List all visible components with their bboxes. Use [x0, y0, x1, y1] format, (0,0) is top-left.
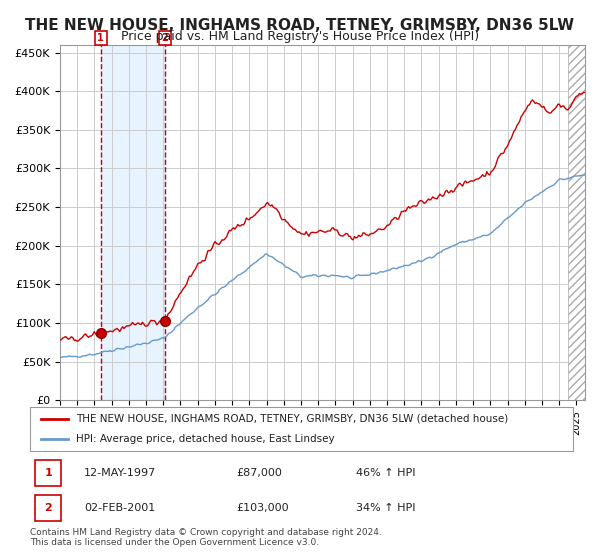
- Text: THE NEW HOUSE, INGHAMS ROAD, TETNEY, GRIMSBY, DN36 5LW: THE NEW HOUSE, INGHAMS ROAD, TETNEY, GRI…: [25, 18, 575, 33]
- Text: 1: 1: [44, 468, 52, 478]
- Text: 2: 2: [161, 33, 168, 43]
- Bar: [568, 45, 585, 400]
- Text: Contains HM Land Registry data © Crown copyright and database right 2024.
This d: Contains HM Land Registry data © Crown c…: [30, 528, 382, 547]
- Text: Price paid vs. HM Land Registry's House Price Index (HPI): Price paid vs. HM Land Registry's House …: [121, 30, 479, 43]
- Text: THE NEW HOUSE, INGHAMS ROAD, TETNEY, GRIMSBY, DN36 5LW (detached house): THE NEW HOUSE, INGHAMS ROAD, TETNEY, GRI…: [76, 414, 508, 424]
- Text: 12-MAY-1997: 12-MAY-1997: [85, 468, 157, 478]
- Text: 2: 2: [44, 503, 52, 513]
- FancyBboxPatch shape: [30, 407, 573, 451]
- Text: £87,000: £87,000: [236, 468, 282, 478]
- Bar: [568, 45, 585, 400]
- FancyBboxPatch shape: [35, 496, 61, 521]
- Text: 46% ↑ HPI: 46% ↑ HPI: [356, 468, 415, 478]
- Text: 1: 1: [97, 33, 104, 43]
- FancyBboxPatch shape: [35, 460, 61, 486]
- Bar: [101, 45, 165, 400]
- Text: £103,000: £103,000: [236, 503, 289, 513]
- Text: 02-FEB-2001: 02-FEB-2001: [85, 503, 155, 513]
- Text: HPI: Average price, detached house, East Lindsey: HPI: Average price, detached house, East…: [76, 434, 335, 444]
- Text: 34% ↑ HPI: 34% ↑ HPI: [356, 503, 415, 513]
